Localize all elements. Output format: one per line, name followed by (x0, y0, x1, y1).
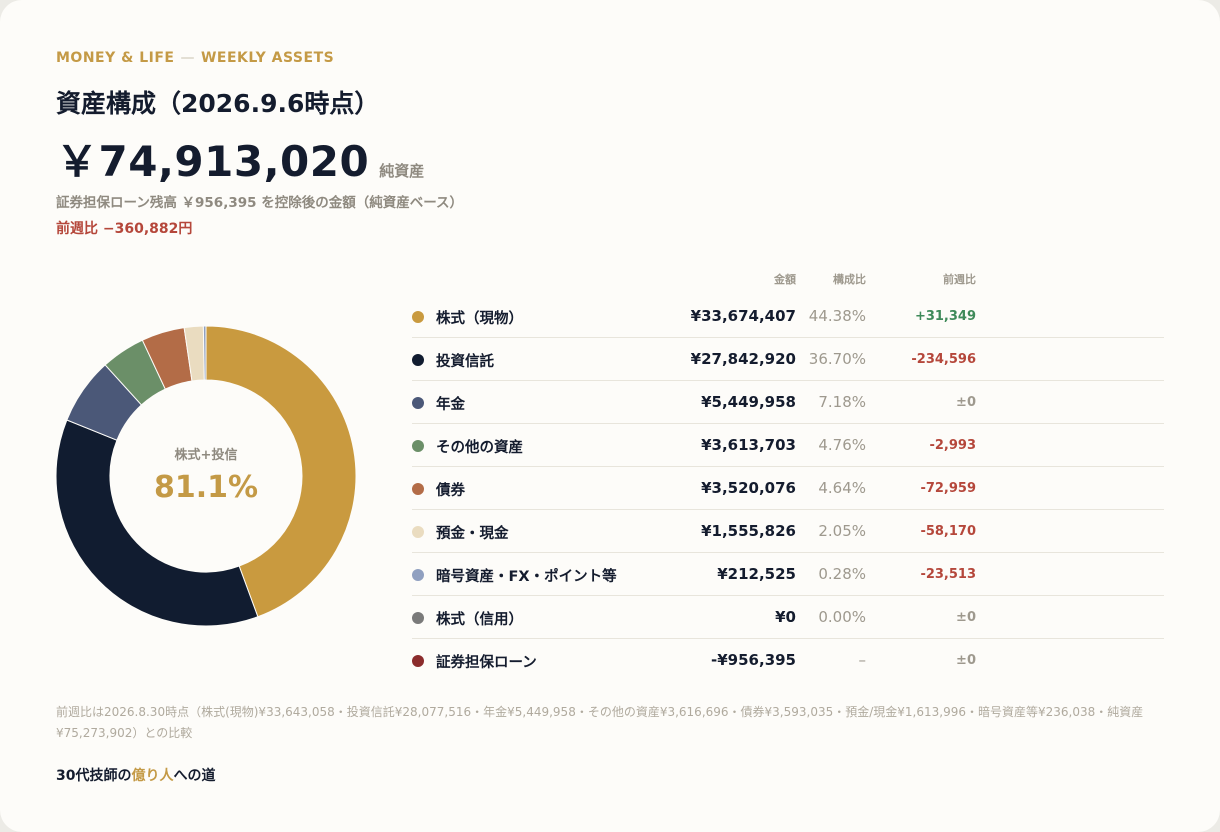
asset-ratio: 44.38% (808, 307, 866, 325)
table-row: 株式（信用） ¥0 0.00% ±0 (412, 596, 1164, 639)
asset-name: 債券 (436, 483, 465, 499)
header-amount: 金額 (774, 273, 796, 286)
asset-ratio: 4.76% (818, 436, 866, 454)
legend-dot (412, 483, 424, 495)
asset-ratio: 0.28% (818, 565, 866, 583)
asset-ratio: 2.05% (818, 522, 866, 540)
asset-change: +31,349 (914, 309, 976, 324)
table-row: その他の資産 ¥3,613,703 4.76% -2,993 (412, 424, 1164, 467)
donut-slice-0 (205, 325, 357, 618)
loan-deduction-note: 証券担保ローン残高 ￥956,395 を控除後の金額（純資産ベース） (56, 195, 464, 211)
asset-ratio: 36.70% (808, 350, 866, 368)
asset-name: その他の資産 (436, 440, 523, 456)
footnote: 前週比は2026.8.30時点（株式(現物)¥33,643,058・投資信託¥2… (56, 705, 1144, 740)
kicker-right: WEEKLY ASSETS (200, 50, 335, 66)
asset-change: ±0 (956, 395, 976, 410)
table-row: 株式（現物） ¥33,674,407 44.38% +31,349 (412, 295, 1164, 338)
table-row: 預金・現金 ¥1,555,826 2.05% -58,170 (412, 510, 1164, 553)
asset-amount: ¥3,520,076 (701, 479, 796, 497)
asset-amount: ¥3,613,703 (701, 436, 796, 454)
asset-ratio: – (858, 651, 867, 669)
asset-name: 株式（信用） (436, 612, 523, 628)
table-row: 投資信託 ¥27,842,920 36.70% -234,596 (412, 338, 1164, 381)
asset-change: -72,959 (920, 481, 976, 496)
week-over-week-change: 前週比 −360,882円 (56, 221, 193, 237)
legend-dot (412, 354, 424, 366)
asset-change: ±0 (956, 653, 976, 668)
asset-change: -23,513 (920, 567, 976, 582)
net-assets: ￥74,913,020 純資産 (56, 128, 424, 189)
asset-amount: ¥1,555,826 (701, 522, 796, 540)
net-assets-amount: ￥74,913,020 (56, 137, 370, 186)
legend-dot (412, 526, 424, 538)
asset-table: 株式（現物） ¥33,674,407 44.38% +31,349 投資信託 ¥27,84… (412, 295, 1164, 682)
legend-dot (412, 655, 424, 667)
asset-amount: ¥27,842,920 (690, 350, 796, 368)
asset-name: 投資信託 (436, 354, 494, 370)
asset-name: 証券担保ローン (436, 655, 537, 671)
brand-tagline: 30代技師の億り人への道 (56, 765, 215, 785)
kicker-separator: — (180, 50, 195, 66)
asset-ratio: 7.18% (818, 393, 866, 411)
asset-name: 預金・現金 (436, 526, 509, 542)
net-assets-label: 純資産 (379, 162, 425, 180)
brand-prefix: 30代技師の (56, 768, 132, 784)
legend-dot (412, 311, 424, 323)
donut-center-label: 株式+投信 (174, 448, 238, 463)
kicker: MONEY & LIFE — WEEKLY ASSETS (56, 50, 334, 66)
kicker-left: MONEY & LIFE (56, 50, 175, 66)
asset-amount: ¥5,449,958 (701, 393, 796, 411)
legend-dot (412, 440, 424, 452)
asset-name: 年金 (436, 397, 465, 413)
legend-dot (412, 612, 424, 624)
asset-amount: -¥956,395 (711, 651, 796, 669)
brand-highlight: 億り人 (131, 768, 174, 784)
asset-ratio: 0.00% (818, 608, 866, 626)
legend-dot (412, 569, 424, 581)
asset-ratio: 4.64% (818, 479, 866, 497)
header-change: 前週比 (943, 273, 976, 286)
donut-chart (55, 325, 357, 627)
asset-change: -2,993 (929, 438, 976, 453)
asset-change: -234,596 (911, 352, 976, 367)
legend-dot (412, 397, 424, 409)
table-row: 年金 ¥5,449,958 7.18% ±0 (412, 381, 1164, 424)
asset-name: 暗号資産・FX・ポイント等 (436, 569, 617, 585)
header-ratio: 構成比 (833, 273, 866, 286)
donut-center-value: 81.1% (153, 470, 259, 505)
brand-suffix: への道 (173, 768, 216, 784)
page-title: 資産構成（2026.9.6時点） (56, 89, 380, 118)
asset-change: -58,170 (920, 524, 976, 539)
table-row: 暗号資産・FX・ポイント等 ¥212,525 0.28% -23,513 (412, 553, 1164, 596)
asset-amount: ¥212,525 (717, 565, 796, 583)
donut-slice-1 (55, 419, 259, 627)
asset-amount: ¥33,674,407 (690, 307, 796, 325)
asset-change: ±0 (956, 610, 976, 625)
asset-name: 株式（現物） (436, 311, 523, 327)
asset-amount: ¥0 (775, 608, 796, 626)
table-row: 証券担保ローン -¥956,395 – ±0 (412, 639, 1164, 682)
donut-slice-6 (202, 325, 207, 381)
table-row: 債券 ¥3,520,076 4.64% -72,959 (412, 467, 1164, 510)
